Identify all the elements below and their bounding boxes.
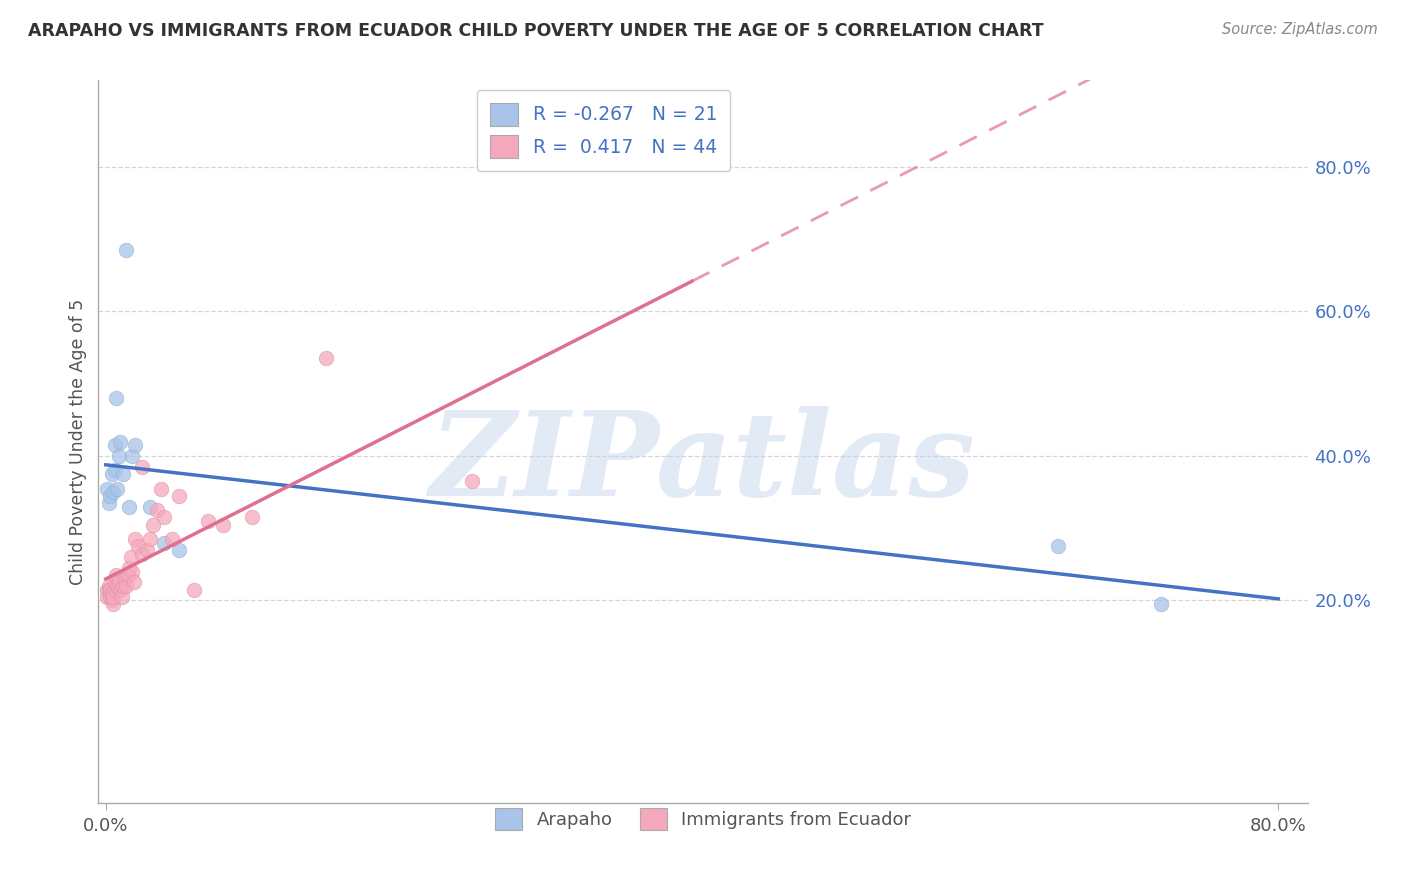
Point <box>121 565 143 579</box>
Point <box>111 590 134 604</box>
Point <box>150 482 173 496</box>
Point <box>100 467 122 481</box>
Point <box>115 243 138 257</box>
Point <box>98 590 121 604</box>
Point <box>118 500 141 514</box>
Point <box>240 510 263 524</box>
Point <box>118 561 141 575</box>
Point <box>98 489 121 503</box>
Point <box>97 579 120 593</box>
Point <box>97 582 120 597</box>
Point <box>127 539 149 553</box>
Point <box>131 459 153 474</box>
Point <box>112 467 135 481</box>
Point <box>101 597 124 611</box>
Point <box>138 532 160 546</box>
Point <box>146 503 169 517</box>
Point <box>96 590 118 604</box>
Point <box>124 532 146 546</box>
Point <box>101 590 124 604</box>
Point <box>103 582 125 597</box>
Point <box>160 532 183 546</box>
Point <box>103 438 125 452</box>
Point <box>101 485 124 500</box>
Point <box>138 500 160 514</box>
Point <box>107 579 129 593</box>
Point <box>117 568 139 582</box>
Point <box>96 582 118 597</box>
Point <box>105 391 128 405</box>
Point <box>114 572 136 586</box>
Point <box>461 475 484 489</box>
Y-axis label: Child Poverty Under the Age of 5: Child Poverty Under the Age of 5 <box>69 299 87 584</box>
Point <box>131 547 153 561</box>
Point <box>153 510 176 524</box>
Point <box>115 579 138 593</box>
Point <box>103 463 125 477</box>
Point <box>124 438 146 452</box>
Point <box>96 482 118 496</box>
Point <box>108 575 131 590</box>
Point <box>105 568 128 582</box>
Text: ZIPatlas: ZIPatlas <box>430 406 976 521</box>
Point <box>110 434 132 449</box>
Point <box>110 582 132 597</box>
Point <box>112 579 135 593</box>
Point <box>103 575 125 590</box>
Point <box>167 542 190 557</box>
Point <box>142 517 165 532</box>
Text: ARAPAHO VS IMMIGRANTS FROM ECUADOR CHILD POVERTY UNDER THE AGE OF 5 CORRELATION : ARAPAHO VS IMMIGRANTS FROM ECUADOR CHILD… <box>28 22 1043 40</box>
Point <box>120 550 142 565</box>
Point <box>197 514 219 528</box>
Text: Source: ZipAtlas.com: Source: ZipAtlas.com <box>1222 22 1378 37</box>
Point <box>183 582 205 597</box>
Point <box>107 482 129 496</box>
Legend: Arapaho, Immigrants from Ecuador: Arapaho, Immigrants from Ecuador <box>488 801 918 837</box>
Point <box>97 496 120 510</box>
Point <box>315 351 337 366</box>
Point <box>121 449 143 463</box>
Point <box>107 572 129 586</box>
Point <box>1150 597 1173 611</box>
Point <box>1047 539 1070 553</box>
Point <box>135 542 157 557</box>
Point <box>100 593 122 607</box>
Point <box>98 582 121 597</box>
Point <box>100 586 122 600</box>
Point <box>122 575 145 590</box>
Point <box>212 517 235 532</box>
Point <box>167 489 190 503</box>
Point <box>153 535 176 549</box>
Point <box>108 449 131 463</box>
